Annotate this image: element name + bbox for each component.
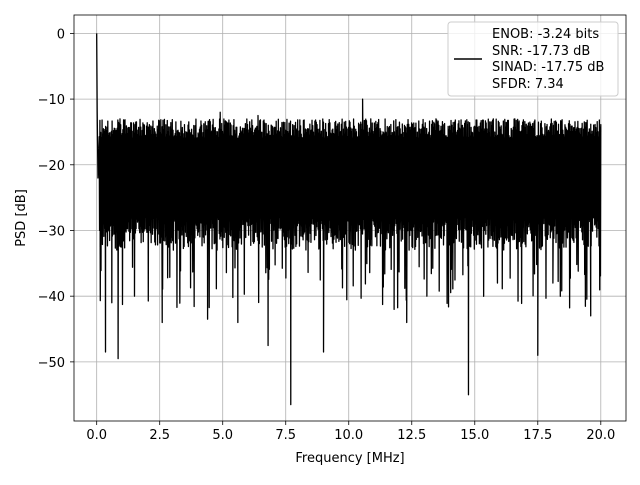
x-tick-label: 7.5 — [275, 428, 296, 443]
y-tick-label: −40 — [38, 290, 65, 305]
legend-enob: ENOB: -3.24 bits — [492, 27, 599, 42]
x-tick-label: 12.5 — [397, 428, 426, 443]
y-tick-label: −10 — [38, 93, 65, 108]
x-axis-ticks: 0.0 2.5 5.0 7.5 10.0 12.5 15.0 17.5 20.0 — [86, 421, 615, 443]
psd-series-line — [96, 33, 602, 406]
legend-sfdr: SFDR: 7.34 — [492, 77, 564, 92]
x-tick-label: 15.0 — [460, 428, 489, 443]
legend: ENOB: -3.24 bits SNR: -17.73 dB SINAD: -… — [447, 21, 619, 97]
y-tick-label: −20 — [38, 159, 65, 174]
series-layer — [96, 33, 602, 406]
x-tick-label: 0.0 — [86, 428, 107, 443]
x-tick-label: 17.5 — [523, 428, 552, 443]
legend-snr: SNR: -17.73 dB — [492, 44, 590, 59]
x-axis-label: Frequency [MHz] — [295, 451, 404, 466]
plot-frame — [73, 14, 627, 422]
y-axis-ticks: 0 −10 −20 −30 −40 −50 — [38, 27, 74, 371]
y-tick-label: −30 — [38, 224, 65, 239]
y-tick-label: −50 — [38, 356, 65, 371]
x-tick-label: 10.0 — [334, 428, 363, 443]
y-tick-label: 0 — [57, 27, 65, 42]
x-tick-label: 5.0 — [212, 428, 233, 443]
y-axis-label: PSD [dB] — [14, 189, 29, 247]
legend-sinad: SINAD: -17.75 dB — [492, 60, 604, 75]
x-tick-label: 2.5 — [149, 428, 170, 443]
x-tick-label: 20.0 — [586, 428, 615, 443]
legend-box — [447, 21, 619, 97]
